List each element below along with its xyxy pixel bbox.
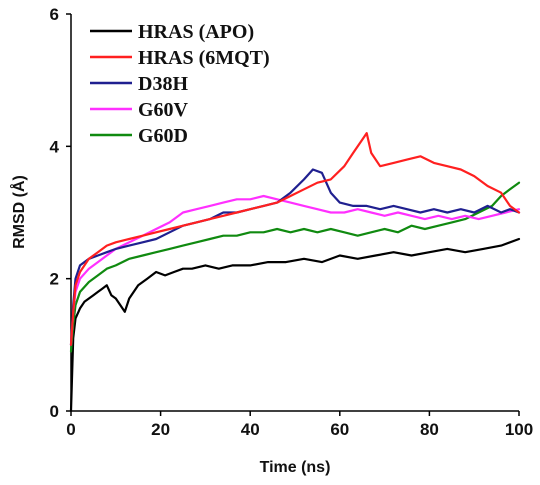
x-axis-title: Time (ns) xyxy=(260,459,331,476)
x-tick-label: 80 xyxy=(420,420,439,439)
x-tick-label: 60 xyxy=(330,420,349,439)
y-tick-label: 4 xyxy=(50,137,60,156)
y-tick-label: 0 xyxy=(50,402,59,421)
x-tick-label: 0 xyxy=(66,420,75,439)
y-tick-label: 6 xyxy=(50,5,59,24)
y-axis-title: RMSD (Å) xyxy=(9,175,28,249)
legend-label: G60V xyxy=(138,99,189,121)
y-ticks: 0 2 4 6 xyxy=(50,5,71,421)
legend-label: D38H xyxy=(138,73,188,95)
legend: HRAS (APO) HRAS (6MQT) D38H G60V G60D xyxy=(90,21,270,147)
x-ticks: 0 20 40 60 80 100 xyxy=(66,411,533,439)
legend-label: HRAS (APO) xyxy=(138,21,254,43)
legend-label: G60D xyxy=(138,125,188,147)
series-line-g60v xyxy=(69,194,521,346)
y-tick-label: 2 xyxy=(50,270,59,289)
series-line-hras-apo xyxy=(69,237,521,413)
series-layer xyxy=(69,132,521,413)
series-line-d38h xyxy=(69,168,521,346)
series-line-hras-6mqt xyxy=(69,132,521,346)
x-tick-label: 40 xyxy=(241,420,260,439)
x-tick-label: 100 xyxy=(505,420,533,439)
series-line-g60d xyxy=(69,181,521,353)
legend-label: HRAS (6MQT) xyxy=(138,47,270,69)
x-tick-label: 20 xyxy=(151,420,170,439)
